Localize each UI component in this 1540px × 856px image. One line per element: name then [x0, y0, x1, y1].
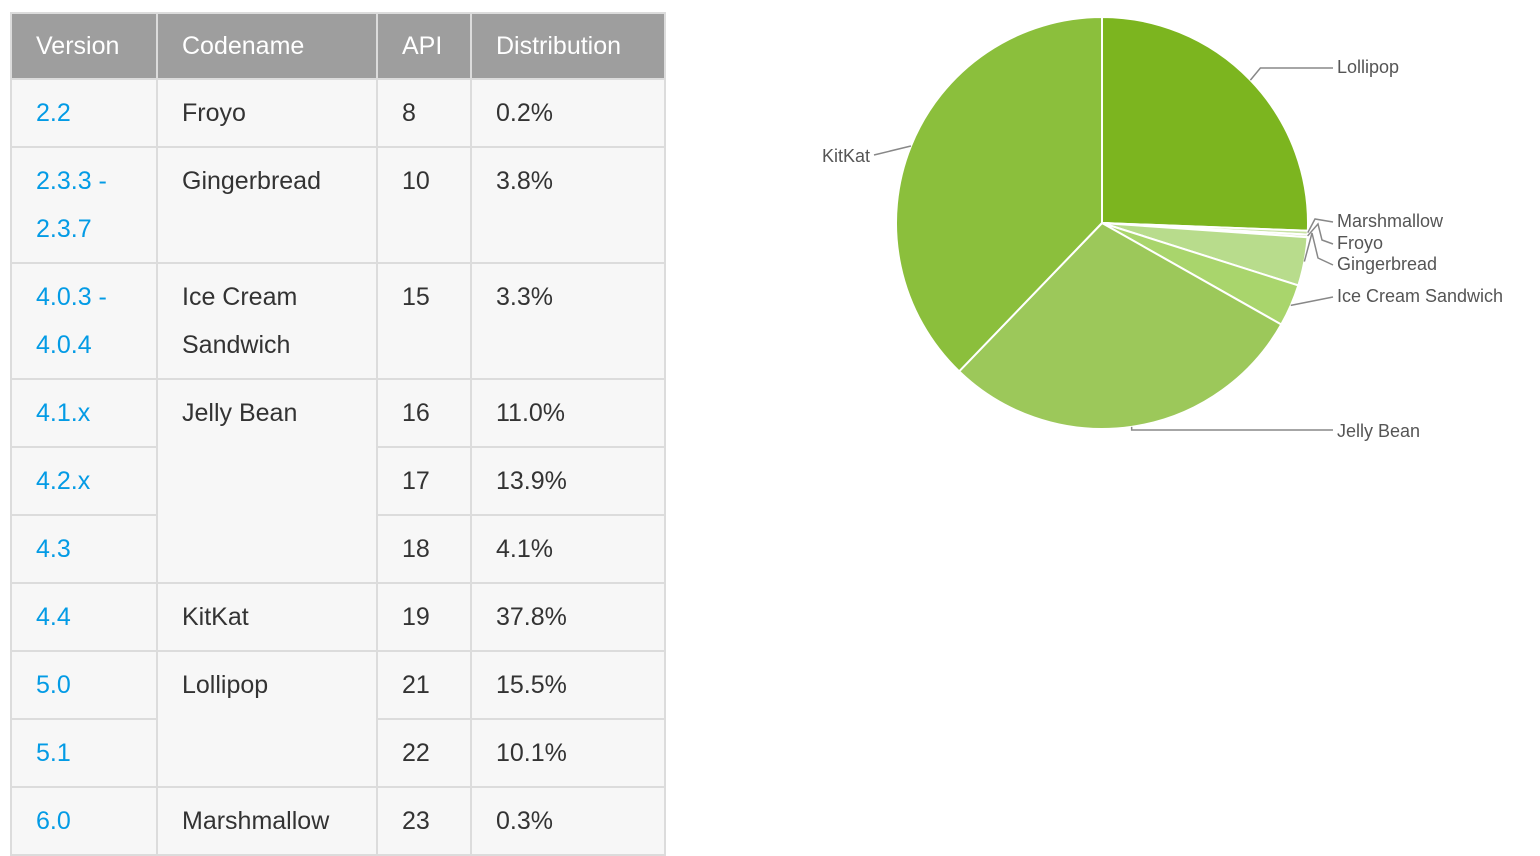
leader-line: [1290, 296, 1334, 307]
distribution-cell: 10.1%: [470, 718, 666, 788]
table-header: Version Codename API Distribution: [10, 12, 666, 80]
version-link[interactable]: 4.1.x: [10, 378, 158, 448]
codename-cell: Gingerbread: [156, 146, 378, 264]
distribution-cell: 15.5%: [470, 650, 666, 720]
pie-label: Froyo: [1337, 233, 1383, 253]
pie-leader-lines: [873, 67, 1334, 431]
pie-label: KitKat: [822, 146, 870, 166]
codename-text: KitKat: [182, 603, 249, 631]
codename-text: Marshmallow: [182, 807, 330, 835]
api-cell: 18: [376, 514, 472, 584]
version-link[interactable]: 5.1: [10, 718, 158, 788]
version-link[interactable]: 2.2: [10, 78, 158, 148]
distribution-cell: 13.9%: [470, 446, 666, 516]
version-link[interactable]: 2.3.3 - 2.3.7: [10, 146, 158, 264]
api-cell: 19: [376, 582, 472, 652]
leader-line: [1303, 232, 1334, 266]
table-row: 6.0 Marshmallow 23 0.3%: [10, 786, 666, 856]
codename-text: Gingerbread: [182, 167, 321, 195]
distribution-table: Version Codename API Distribution 2.2 Fro…: [10, 12, 666, 856]
version-text[interactable]: 4.0.3 -: [36, 283, 107, 311]
api-cell: 17: [376, 446, 472, 516]
api-cell: 22: [376, 718, 472, 788]
version-text[interactable]: 4.4: [36, 603, 71, 631]
table-row: 4.0.3 - 4.0.4 Ice Cream Sandwich 15 3.3%: [10, 262, 666, 380]
leader-line: [873, 145, 912, 156]
header-api: API: [376, 12, 472, 80]
pie-slice-kitkat: [895, 15, 1103, 373]
codename-cell: KitKat: [156, 582, 378, 652]
version-text[interactable]: 5.0: [36, 671, 71, 699]
codename-cell: Lollipop: [156, 650, 378, 788]
leader-line: [1307, 218, 1334, 234]
pie-label: Marshmallow: [1337, 211, 1444, 231]
codename-text: Ice Cream: [182, 283, 298, 311]
version-text[interactable]: 2.3.3 -: [36, 167, 107, 195]
pie-slice-lollipop: [1101, 15, 1309, 232]
pie-label: Gingerbread: [1337, 254, 1437, 274]
version-text[interactable]: 4.1.x: [36, 399, 91, 427]
api-cell: 8: [376, 78, 472, 148]
table-row: 4.4 KitKat 19 37.8%: [10, 582, 666, 652]
header-distribution: Distribution: [470, 12, 666, 80]
codename-cell: Froyo: [156, 78, 378, 148]
version-link[interactable]: 5.0: [10, 650, 158, 720]
pie-label: Ice Cream Sandwich: [1337, 286, 1503, 306]
leader-line: [1307, 222, 1334, 245]
leader-line: [1130, 426, 1333, 431]
table-row: 4.1.x Jelly Bean 16 11.0%: [10, 378, 666, 584]
table-row: 5.0 Lollipop 21 15.5%: [10, 650, 666, 788]
version-text[interactable]: 4.2.x: [36, 467, 91, 495]
codename-cell: Marshmallow: [156, 786, 378, 856]
version-link[interactable]: 6.0: [10, 786, 158, 856]
api-cell: 21: [376, 650, 472, 720]
distribution-cell: 0.3%: [470, 786, 666, 856]
version-text[interactable]: 4.3: [36, 535, 71, 563]
version-text[interactable]: 5.1: [36, 739, 71, 767]
header-version: Version: [10, 12, 158, 80]
table-row: 2.3.3 - 2.3.7 Gingerbread 10 3.8%: [10, 146, 666, 264]
version-text[interactable]: 4.0.4: [36, 331, 92, 359]
table-body: 2.2 Froyo 8 0.2% 2.3.3 - 2.3.7 Gingerbread 10 3.…: [10, 78, 666, 856]
api-cell: 16: [376, 378, 472, 448]
codename-cell: Jelly Bean: [156, 378, 378, 584]
table-row: 2.2 Froyo 8 0.2%: [10, 78, 666, 148]
codename-text: Sandwich: [182, 331, 291, 359]
version-text[interactable]: 6.0: [36, 807, 71, 835]
codename-text: Jelly Bean: [182, 399, 298, 427]
pie-label: Lollipop: [1337, 57, 1399, 77]
version-link[interactable]: 4.2.x: [10, 446, 158, 516]
version-link[interactable]: 4.4: [10, 582, 158, 652]
pie-slices: [895, 15, 1309, 430]
version-text[interactable]: 2.2: [36, 99, 71, 127]
distribution-cell: 0.2%: [470, 78, 666, 148]
api-cell: 23: [376, 786, 472, 856]
distribution-cell: 37.8%: [470, 582, 666, 652]
header-codename: Codename: [156, 12, 378, 80]
version-text[interactable]: 2.3.7: [36, 215, 92, 243]
distribution-cell: 11.0%: [470, 378, 666, 448]
version-link[interactable]: 4.3: [10, 514, 158, 584]
version-link[interactable]: 4.0.3 - 4.0.4: [10, 262, 158, 380]
leader-line: [1249, 67, 1333, 81]
codename-text: Lollipop: [182, 671, 269, 699]
pie-label: Jelly Bean: [1337, 421, 1420, 441]
codename-text: Froyo: [182, 99, 246, 127]
distribution-cell: 4.1%: [470, 514, 666, 584]
api-cell: 10: [376, 146, 472, 264]
table-row: 4.3 18 4.1%: [10, 514, 666, 584]
api-cell: 15: [376, 262, 472, 380]
distribution-cell: 3.3%: [470, 262, 666, 380]
table-row: 5.1 22 10.1%: [10, 718, 666, 788]
codename-cell: Ice Cream Sandwich: [156, 262, 378, 380]
header-row: Version Codename API Distribution: [10, 12, 666, 80]
distribution-cell: 3.8%: [470, 146, 666, 264]
table-row: 4.2.x 17 13.9%: [10, 446, 666, 516]
